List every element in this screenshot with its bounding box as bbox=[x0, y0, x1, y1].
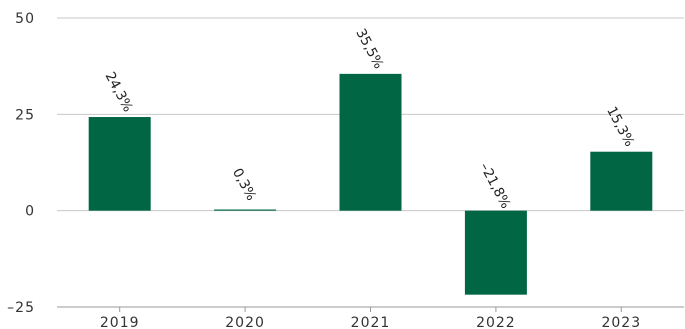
x-tick-label: 2021 bbox=[351, 315, 391, 329]
x-axis-ticks: 2019 2020 2021 2022 2023 bbox=[100, 307, 641, 329]
bar-2021 bbox=[339, 73, 402, 211]
bar-2020 bbox=[214, 209, 277, 211]
y-tick-label: 0 bbox=[25, 204, 35, 220]
data-label-2022: –21,8% bbox=[476, 160, 514, 211]
x-tick-label: 2020 bbox=[225, 315, 265, 329]
y-tick-label: –25 bbox=[7, 300, 35, 316]
bar-2022 bbox=[464, 210, 527, 295]
data-label-2020: 0,3% bbox=[229, 166, 259, 204]
data-label-2023: 15,3% bbox=[603, 104, 637, 150]
data-label-2021: 35,5% bbox=[352, 26, 386, 72]
y-axis-ticks: –25 0 25 50 bbox=[7, 11, 35, 316]
y-tick-label: 25 bbox=[15, 107, 35, 123]
bar-2023 bbox=[590, 151, 653, 211]
x-tick-label: 2019 bbox=[100, 315, 140, 329]
y-tick-label: 50 bbox=[15, 11, 35, 27]
x-tick-label: 2022 bbox=[476, 315, 516, 329]
x-tick-label: 2023 bbox=[601, 315, 641, 329]
data-label-2019: 24,3% bbox=[102, 69, 136, 115]
bars bbox=[88, 73, 653, 295]
bar-2019 bbox=[88, 117, 151, 211]
